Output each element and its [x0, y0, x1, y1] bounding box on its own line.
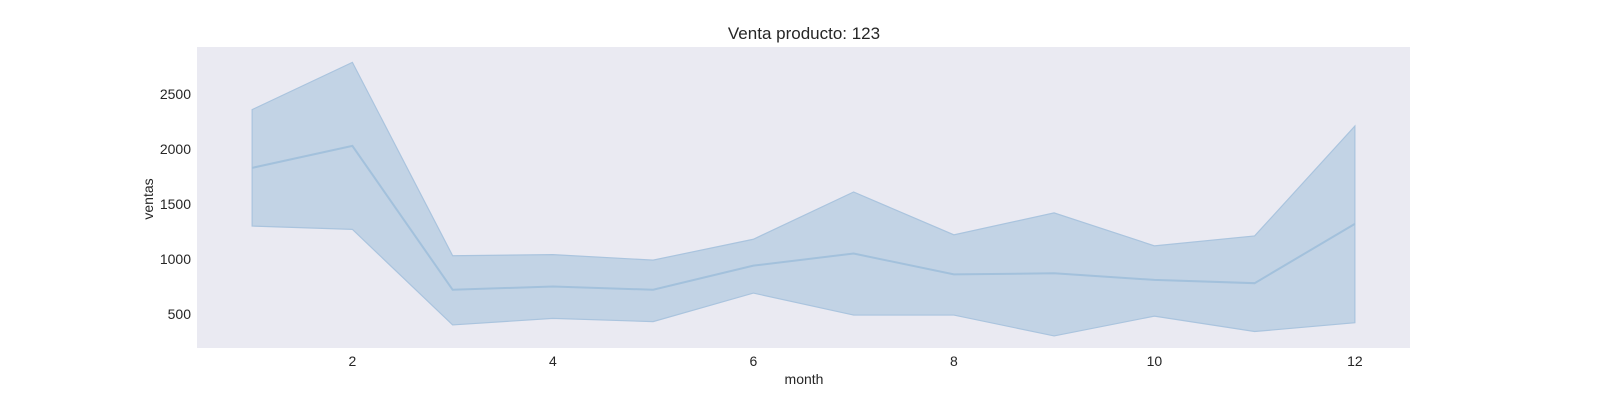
- y-tick-label: 500: [168, 306, 192, 322]
- x-tick-label: 2: [348, 353, 356, 369]
- y-axis-label: ventas: [140, 178, 156, 219]
- y-tick-label: 2000: [160, 141, 191, 157]
- x-tick-label: 4: [549, 353, 557, 369]
- chart-title: Venta producto: 123: [728, 24, 880, 43]
- x-tick-label: 6: [749, 353, 757, 369]
- x-tick-label: 12: [1347, 353, 1363, 369]
- series-line: [251, 144, 1356, 291]
- y-tick-label: 2500: [160, 86, 191, 102]
- x-tick-label: 10: [1147, 353, 1163, 369]
- x-axis-label: month: [785, 371, 824, 387]
- confidence-band: [251, 61, 1356, 337]
- x-tick-label: 8: [950, 353, 958, 369]
- y-tick-label: 1000: [160, 251, 191, 267]
- y-tick-label: 1500: [160, 196, 191, 212]
